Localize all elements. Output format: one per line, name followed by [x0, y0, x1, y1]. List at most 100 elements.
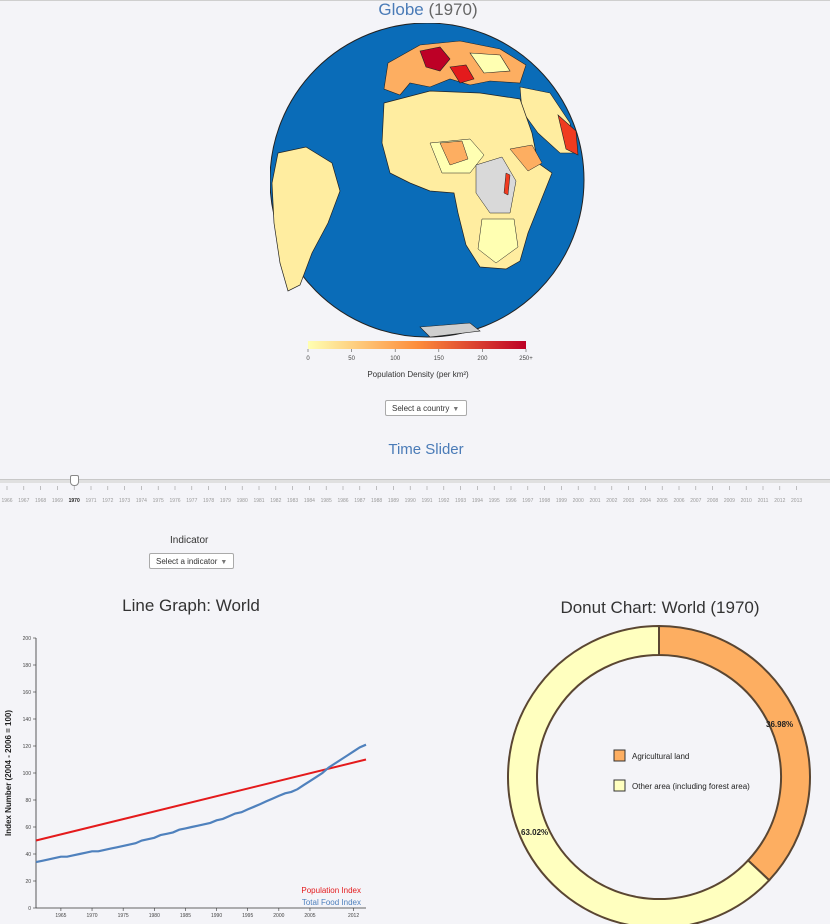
country-select-label: Select a country [392, 404, 450, 413]
legend-entry: Total Food Index [302, 898, 361, 907]
x-tick-label: 1980 [149, 913, 160, 919]
year-tick-label[interactable]: 2013 [791, 498, 802, 504]
y-tick-label: 180 [23, 663, 32, 669]
chevron-down-icon: ▼ [220, 559, 228, 566]
year-tick-label[interactable]: 1986 [337, 498, 348, 504]
year-tick-label[interactable]: 2005 [657, 498, 668, 504]
year-tick-label[interactable]: 1979 [220, 498, 231, 504]
year-tick-label[interactable]: 2009 [724, 498, 735, 504]
x-tick-label: 1970 [86, 913, 97, 919]
land-europe-dense [419, 46, 451, 72]
line-graph: 0 20 40 60 80 100 120 140 160 180 200 1965 1970 1975 1… [4, 636, 367, 919]
x-tick-label: 2005 [304, 913, 315, 919]
indicator-label: Indicator [170, 535, 209, 546]
time-slider-handle[interactable] [70, 475, 80, 486]
legend-tick-label: 250+ [519, 356, 533, 362]
time-slider-title: Time Slider [388, 441, 464, 458]
x-tick-label: 2000 [273, 913, 284, 919]
year-tick-label[interactable]: 2008 [707, 498, 718, 504]
year-tick-label[interactable]: 2011 [758, 498, 769, 504]
year-tick-label[interactable]: 1989 [388, 498, 399, 504]
land-south-america [271, 146, 341, 292]
line-graph-title-main: Line Graph: [122, 596, 211, 615]
year-tick-label[interactable]: 1978 [203, 498, 214, 504]
legend-tick-label: 50 [348, 356, 355, 362]
year-tick-label[interactable]: 1997 [522, 498, 533, 504]
year-tick-label[interactable]: 2004 [640, 498, 651, 504]
legend-entry: Population Index [301, 886, 361, 895]
year-tick-label[interactable]: 1985 [321, 498, 332, 504]
year-tick-label[interactable]: 1993 [455, 498, 466, 504]
x-tick-label: 1965 [55, 913, 66, 919]
line-graph-title: Line Graph: World [0, 596, 382, 616]
year-tick-label[interactable]: 2010 [741, 498, 752, 504]
year-tick-label[interactable]: 1966 [1, 498, 12, 504]
year-tick-label[interactable]: 2012 [774, 498, 785, 504]
globe-title-year: (1970) [428, 0, 478, 19]
year-tick-label[interactable]: 1967 [18, 498, 29, 504]
donut-title-region: World (1970) [661, 598, 760, 617]
year-tick-label[interactable]: 2007 [690, 498, 701, 504]
y-axis-label: Index Number (2004 - 2006 = 100) [4, 710, 13, 836]
year-tick-label[interactable]: 1994 [472, 498, 483, 504]
year-tick-label[interactable]: 1982 [270, 498, 281, 504]
year-tick-label[interactable]: 1988 [371, 498, 382, 504]
year-tick-label[interactable]: 1981 [253, 498, 264, 504]
population-density-legend: 0 50 100 150 200 250+ Population Density (per… [300, 336, 536, 379]
year-tick-label[interactable]: 2003 [623, 498, 634, 504]
year-tick-label[interactable]: 2002 [606, 498, 617, 504]
legend-tick-label: 150 [434, 356, 445, 362]
year-tick-label[interactable]: 1991 [421, 498, 432, 504]
land-antarctica [419, 322, 481, 338]
y-tick-label: 100 [23, 771, 32, 777]
year-tick-label[interactable]: 1990 [405, 498, 416, 504]
x-tick-label: 1990 [211, 913, 222, 919]
y-tick-label: 40 [25, 852, 31, 858]
y-tick-label: 0 [28, 906, 31, 912]
time-slider-ticks: 1966 1967 1968 1969 1970 1971 1972 1973 1974 1975… [1, 486, 802, 504]
year-tick-label[interactable]: 2006 [673, 498, 684, 504]
year-tick-label[interactable]: 1973 [119, 498, 130, 504]
year-tick-label[interactable]: 1970 [69, 498, 80, 504]
year-tick-label[interactable]: 1980 [237, 498, 248, 504]
globe[interactable] [269, 22, 586, 344]
legend-label: Population Density (per km²) [367, 370, 469, 379]
year-tick-label[interactable]: 1977 [186, 498, 197, 504]
year-tick-label[interactable]: 1992 [438, 498, 449, 504]
year-tick-label[interactable]: 1968 [35, 498, 46, 504]
y-tick-label: 20 [25, 879, 31, 885]
year-tick-label[interactable]: 1975 [153, 498, 164, 504]
x-tick-label: 1975 [118, 913, 129, 919]
year-tick-label[interactable]: 2000 [573, 498, 584, 504]
globe-title-main: Globe [378, 0, 424, 19]
x-tick-label: 2012 [348, 913, 359, 919]
donut-chart-title: Donut Chart: World (1970) [520, 598, 800, 618]
population-index-line [35, 758, 367, 842]
year-tick-label[interactable]: 1983 [287, 498, 298, 504]
slice-value-label: 63.02% [521, 828, 548, 837]
legend-swatch [613, 779, 626, 792]
slice-value-label: 36.98% [766, 720, 793, 729]
top-border [0, 0, 830, 1]
y-tick-label: 200 [23, 636, 32, 642]
country-select[interactable]: Select a country ▼ [385, 400, 467, 416]
year-tick-label[interactable]: 1987 [354, 498, 365, 504]
year-tick-label[interactable]: 1984 [304, 498, 315, 504]
indicator-select[interactable]: Select a indicator ▼ [149, 553, 234, 569]
year-tick-label[interactable]: 1998 [539, 498, 550, 504]
year-tick-label[interactable]: 1971 [85, 498, 96, 504]
year-tick-label[interactable]: 1996 [505, 498, 516, 504]
year-tick-label[interactable]: 1976 [169, 498, 180, 504]
year-tick-label[interactable]: 1969 [52, 498, 63, 504]
legend-entry: Agricultural land [632, 752, 689, 761]
y-tick-label: 140 [23, 717, 32, 723]
year-tick-label[interactable]: 1999 [556, 498, 567, 504]
year-tick-label[interactable]: 2001 [589, 498, 600, 504]
slice-other-area [507, 625, 771, 924]
year-tick-label[interactable]: 1995 [489, 498, 500, 504]
year-tick-label[interactable]: 1972 [102, 498, 113, 504]
globe-title: Globe (1970) [0, 0, 830, 20]
year-tick-label[interactable]: 1974 [136, 498, 147, 504]
time-slider-track[interactable] [0, 479, 830, 483]
legend-swatch [613, 749, 626, 762]
